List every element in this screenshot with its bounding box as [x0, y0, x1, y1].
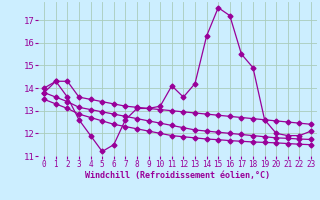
X-axis label: Windchill (Refroidissement éolien,°C): Windchill (Refroidissement éolien,°C) [85, 171, 270, 180]
